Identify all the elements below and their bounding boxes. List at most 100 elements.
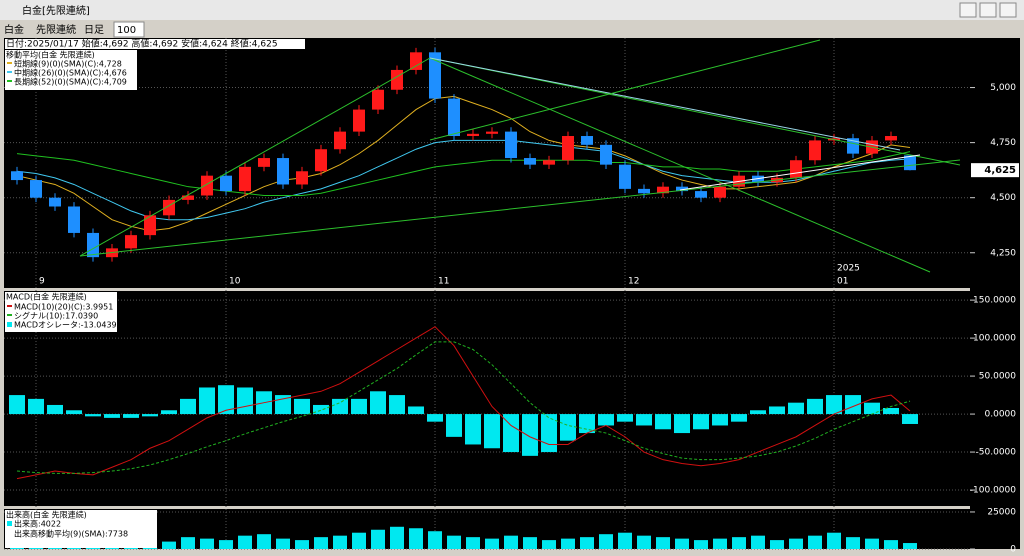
oscillator-bar <box>883 407 899 415</box>
trend-line <box>79 159 961 257</box>
oscillator-bar <box>199 387 215 415</box>
oscillator-bar <box>427 414 443 422</box>
legend-swatch <box>7 521 12 526</box>
oscillator-bar <box>218 385 234 415</box>
candle-body <box>296 171 308 185</box>
candle-body <box>657 186 669 194</box>
price-panel <box>4 38 970 288</box>
x-tick-label: 10 <box>229 277 241 287</box>
volume-bar <box>181 537 195 549</box>
trend-line <box>429 57 901 151</box>
legend-bg <box>5 510 157 548</box>
volume-bar <box>466 537 480 549</box>
plot-layer <box>4 38 970 550</box>
candle-body <box>372 89 384 110</box>
macd-line <box>16 341 911 474</box>
volume-bar <box>751 535 765 549</box>
candle-body <box>144 215 156 236</box>
oscillator-bar <box>636 414 652 426</box>
count-input[interactable] <box>113 21 145 38</box>
volume-bar <box>523 537 537 549</box>
candle-body <box>201 175 213 196</box>
legend-bg <box>5 50 137 90</box>
candle-body <box>429 52 441 99</box>
oscillator-bar <box>541 414 557 453</box>
candle-body <box>68 206 80 233</box>
oscillator-bar <box>408 406 424 415</box>
candle-body <box>638 188 650 194</box>
oscillator-bar <box>28 398 44 415</box>
volume-bar <box>884 540 898 549</box>
candle-body <box>505 131 517 159</box>
oscillator-bar <box>579 414 595 434</box>
volume-bar <box>295 540 309 549</box>
candle-body <box>277 158 289 185</box>
legend-entry: 出来高移動平均(9)(SMA):7738 <box>14 529 128 539</box>
oscillator-bar <box>332 398 348 415</box>
oscillator-bar <box>180 398 196 415</box>
volume-bar <box>352 532 366 549</box>
legend-entry: MACD(10)(20)(C):3.9951 <box>14 303 113 312</box>
y-tick-label: 5,000 <box>990 83 1016 93</box>
legend-title: 出来高(白金 先限連続) <box>6 510 87 520</box>
legend-entry: 長期線(52)(0)(SMA)(C):4,709 <box>14 77 127 87</box>
oscillator-bar <box>465 414 481 445</box>
trend-lines <box>79 39 961 273</box>
volume-bar <box>409 528 423 549</box>
oscillator-bar <box>123 414 139 418</box>
period[interactable]: 日足 <box>84 24 104 36</box>
candle-body <box>334 131 346 150</box>
y-axis-area <box>970 38 1020 549</box>
x-tick-label: 9 <box>39 277 45 287</box>
oscillator-bar <box>598 414 614 426</box>
oscillator-bar <box>617 414 633 422</box>
volume-bar <box>561 538 575 549</box>
oscillator-bar <box>66 410 82 415</box>
candle-body <box>543 160 555 165</box>
x-tick-label: 01 <box>837 277 848 287</box>
contract[interactable]: 先限連続 <box>36 23 76 36</box>
legend-entry: 中期線(26)(0)(SMA)(C):4,676 <box>14 68 127 78</box>
y-tick-label: -100.0000 <box>970 486 1016 496</box>
year-label: 2025 <box>837 264 860 274</box>
count[interactable]: 100 <box>117 25 136 36</box>
volume-bar <box>827 532 841 549</box>
candle-body <box>353 109 365 132</box>
legend-title: MACD(白金 先限連続) <box>6 292 87 302</box>
close-button[interactable] <box>999 2 1017 18</box>
oscillator-bar <box>845 395 861 415</box>
candle-body <box>125 235 137 249</box>
oscillator-bar <box>807 398 823 415</box>
volume-bar <box>314 537 328 549</box>
volume-bar <box>504 535 518 549</box>
y-tick-label: -50.0000 <box>976 448 1017 458</box>
volume-bar <box>675 538 689 549</box>
candle-body <box>695 191 707 198</box>
volume-bar <box>276 538 290 549</box>
volume-bar <box>428 531 442 549</box>
oscillator-bar <box>864 402 880 415</box>
candle-body <box>847 138 859 154</box>
minimize-button[interactable] <box>959 2 977 18</box>
candle-body <box>448 98 460 137</box>
oscillator-bar <box>750 410 766 415</box>
volume-bar <box>846 537 860 549</box>
y-tick-label: 0 <box>1010 545 1016 553</box>
volume-bar <box>257 534 271 549</box>
candle-body <box>410 52 422 70</box>
maximize-button[interactable] <box>979 2 997 18</box>
title-bar <box>0 0 1024 20</box>
moving-average-line <box>16 95 911 232</box>
symbol[interactable]: 白金 <box>4 23 24 36</box>
candle-body <box>486 131 498 134</box>
oscillator-bar <box>9 395 25 415</box>
volume-bar <box>371 529 385 549</box>
y-tick-label: 50.0000 <box>979 372 1016 382</box>
oscillator-bar <box>788 402 804 415</box>
candle-body <box>790 160 802 178</box>
candle-body <box>676 186 688 192</box>
x-tick-label: 11 <box>438 277 449 287</box>
volume-bar <box>219 540 233 549</box>
